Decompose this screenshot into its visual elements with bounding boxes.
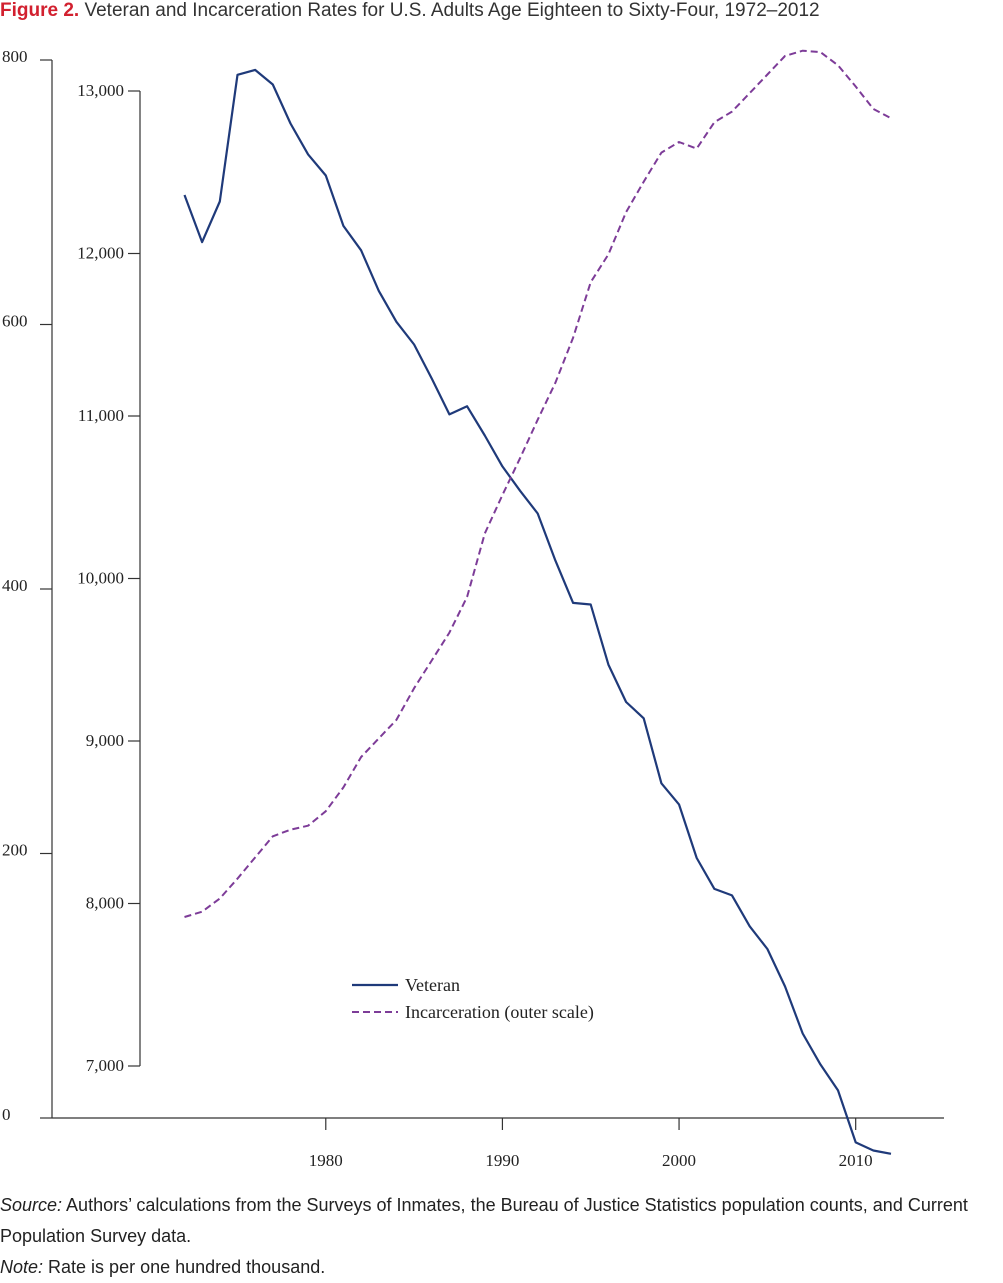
x-tick-label: 1980 <box>309 1151 343 1170</box>
line-chart: 0 200 400 600 800 7,000 8,000 9,000 10,000 11,000… <box>2 47 944 1170</box>
note-label: Note: <box>0 1257 44 1277</box>
figure-title: Figure 2. Veteran and Incarceration Rate… <box>0 0 1003 24</box>
figure-label: Figure 2. <box>0 0 80 21</box>
legend-incarceration-label: Incarceration (outer scale) <box>405 1002 594 1023</box>
inner-y-tick-label: 9,000 <box>86 731 124 750</box>
rate-note: Note: Rate is per one hundred thousand. <box>0 1252 1003 1283</box>
inner-y-tick-label: 8,000 <box>86 894 124 913</box>
chart-series <box>183 49 892 1155</box>
inner-y-tick-label: 11,000 <box>78 406 124 425</box>
source-label: Source: <box>0 1195 63 1215</box>
outer-y-tick-label: 0 <box>2 1105 11 1124</box>
inner-y-tick-label: 10,000 <box>77 569 124 588</box>
inner-y-tick-label: 13,000 <box>77 81 124 100</box>
outer-y-tick-label: 400 <box>2 576 28 595</box>
note-text: Rate is per one hundred thousand. <box>43 1257 326 1277</box>
incarceration-series-line <box>184 49 892 918</box>
figure-title-text: Veteran and Incarceration Rates for U.S.… <box>84 0 820 21</box>
outer-y-tick-label: 800 <box>2 47 28 66</box>
x-tick-label: 2010 <box>839 1151 873 1170</box>
outer-y-tick-label: 600 <box>2 312 28 331</box>
outer-y-tick-label: 200 <box>2 841 28 860</box>
veteran-series-line <box>183 68 892 1155</box>
x-tick-label: 2000 <box>662 1151 696 1170</box>
source-text: Authors’ calculations from the Surveys o… <box>0 1195 968 1246</box>
source-note: Source: Authors’ calculations from the S… <box>0 1190 1003 1252</box>
chart-axes: 0 200 400 600 800 7,000 8,000 9,000 10,000 11,000… <box>2 47 944 1170</box>
inner-y-tick-label: 7,000 <box>86 1056 124 1075</box>
figure-notes: Source: Authors’ calculations from the S… <box>0 1190 1003 1283</box>
chart-legend: Veteran Incarceration (outer scale) <box>352 975 594 1023</box>
legend-veteran-label: Veteran <box>405 975 460 995</box>
x-tick-label: 1990 <box>485 1151 519 1170</box>
inner-y-tick-label: 12,000 <box>77 244 124 263</box>
